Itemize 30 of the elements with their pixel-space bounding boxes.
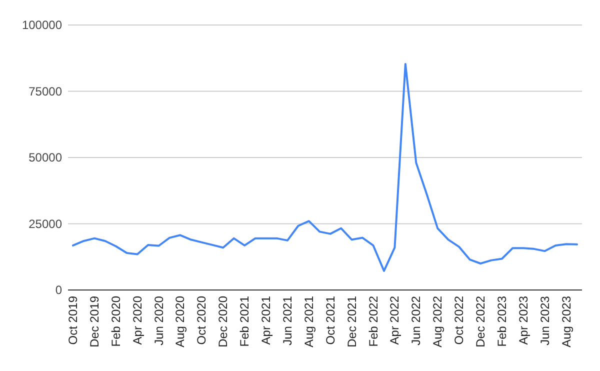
x-tick-label: Oct 2022	[452, 296, 466, 345]
y-tick-label: 100000	[22, 18, 62, 32]
x-tick-label: Aug 2022	[430, 296, 445, 348]
y-tick-label: 75000	[28, 84, 62, 98]
x-tick-label: Feb 2022	[366, 296, 380, 347]
x-tick-label: Feb 2021	[238, 296, 252, 347]
y-tick-label: 0	[55, 283, 62, 298]
x-tick-label: Aug 2023	[559, 296, 574, 348]
x-tick-label: Apr 2020	[130, 296, 144, 345]
x-tick-label: Dec 2021	[344, 296, 359, 348]
x-tick-label: Jun 2022	[409, 296, 424, 346]
x-tick-label: Dec 2020	[216, 296, 230, 348]
x-tick-label: Apr 2023	[516, 296, 530, 345]
x-tick-label: Feb 2020	[108, 296, 123, 347]
x-tick-label: Oct 2019	[66, 296, 80, 345]
x-tick-label: Aug 2021	[302, 296, 316, 348]
x-tick-label: Oct 2021	[323, 296, 338, 345]
x-tick-label: Apr 2022	[388, 296, 402, 345]
y-tick-label: 25000	[28, 216, 62, 231]
x-tick-label: Dec 2022	[473, 296, 488, 348]
x-tick-label: Apr 2021	[259, 296, 274, 345]
x-tick-label: Dec 2019	[87, 296, 102, 348]
x-tick-label: Oct 2020	[194, 296, 209, 345]
line-series	[72, 62, 578, 272]
x-tick-label: Jun 2021	[280, 296, 294, 346]
x-tick-label: Jun 2023	[538, 296, 552, 346]
x-tick-label: Feb 2023	[494, 296, 509, 347]
x-tick-label: Aug 2020	[173, 296, 188, 348]
y-tick-label: 50000	[28, 150, 62, 165]
x-tick-label: Jun 2020	[152, 296, 166, 346]
